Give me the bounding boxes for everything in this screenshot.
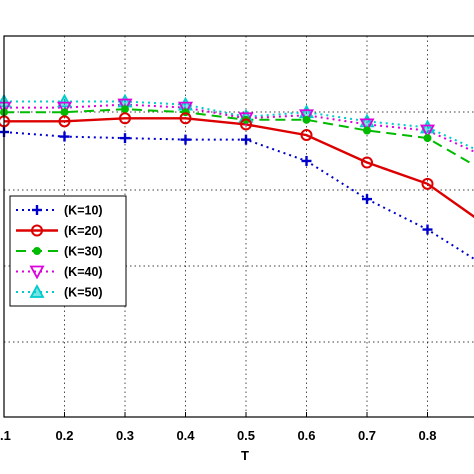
data-point-triangle-down	[29, 265, 45, 280]
data-point-triangle-up	[56, 93, 73, 108]
data-point-triangle-down	[56, 101, 73, 116]
legend-label: (K=30)	[64, 245, 103, 259]
x-tick-label: 0.3	[116, 428, 134, 443]
legend-item: (K=40)	[16, 265, 103, 280]
data-point-triangle-down	[359, 118, 375, 133]
data-point-circle	[31, 224, 43, 237]
legend-item: (K=20)	[16, 224, 103, 238]
legend-label: (K=40)	[64, 265, 103, 279]
data-point-triangle-down	[419, 124, 436, 139]
x-tick-label: 0.8	[418, 428, 436, 443]
data-point-triangle-up	[29, 284, 45, 298]
data-point-circle	[421, 177, 434, 190]
data-point-plus	[32, 205, 42, 215]
data-point-dot	[423, 134, 432, 143]
data-point-dot	[33, 247, 41, 255]
x-tick-label: 0.2	[55, 428, 73, 443]
x-tick-label: 0.7	[358, 428, 376, 443]
data-point-dot	[60, 108, 69, 117]
x-tick-label: 0.4	[176, 428, 195, 443]
x-tick-labels: .1 0.2 0.3 0.4 0.5 0.6 0.7 0.8	[0, 412, 437, 443]
legend-label: (K=50)	[64, 286, 103, 300]
x-axis-title: T	[241, 448, 249, 463]
data-point-plus	[59, 131, 70, 142]
legend: (K=10) (K=20) (K=30) (K=40) (K=50)	[9, 195, 127, 307]
data-point-circle	[179, 112, 192, 125]
x-tick-label: 0.5	[237, 428, 255, 443]
data-point-plus	[362, 194, 372, 205]
legend-box	[9, 195, 127, 307]
data-point-plus	[422, 224, 433, 235]
legend-item: (K=10)	[16, 204, 103, 218]
data-point-dot	[302, 115, 311, 124]
data-point-circle	[361, 156, 373, 169]
data-point-triangle-down	[117, 98, 133, 113]
x-tick-label: 0.6	[297, 428, 315, 443]
data-point-dot	[363, 126, 371, 135]
legend-item: (K=50)	[16, 284, 103, 300]
series-line	[4, 100, 474, 150]
data-point-plus	[241, 134, 251, 145]
data-point-plus	[301, 155, 312, 166]
x-tick-label: .1	[0, 428, 11, 443]
data-point-triangle-down	[177, 101, 194, 116]
data-point-circle	[300, 129, 313, 142]
plot-area-frame	[3, 35, 474, 418]
data-point-circle	[240, 118, 252, 131]
data-point-plus	[180, 134, 191, 145]
data-point-circle	[58, 115, 71, 128]
data-point-plus	[120, 133, 130, 144]
series-line	[4, 108, 474, 167]
data-point-circle	[119, 112, 131, 125]
legend-label: (K=10)	[64, 204, 103, 218]
legend-item: (K=30)	[16, 245, 103, 259]
legend-label: (K=20)	[64, 224, 103, 238]
data-point-triangle-down	[298, 109, 315, 124]
data-point-dot	[121, 105, 129, 114]
